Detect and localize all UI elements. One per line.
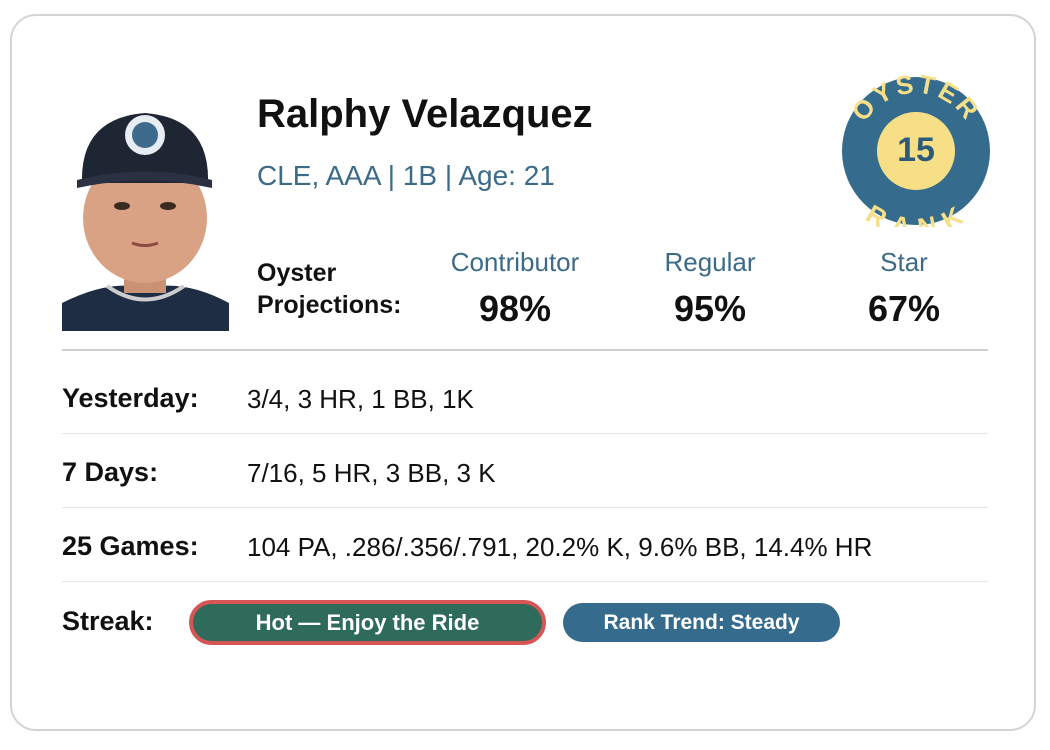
row-separator (62, 433, 988, 434)
rank-badge: OYSTER RANK 15 (842, 75, 990, 227)
player-info: CLE, AAA | 1B | Age: 21 (257, 160, 555, 191)
divider (62, 349, 988, 351)
stat-value: 3/4, 3 HR, 1 BB, 1K (247, 384, 474, 414)
player-photo (62, 108, 229, 331)
row-separator (62, 507, 988, 508)
projection: Regular 95% (600, 247, 820, 330)
hot-pill: Hot — Enjoy the Ride (189, 600, 546, 645)
projection: Contributor 98% (405, 247, 625, 330)
projection-value: 95% (673, 288, 747, 329)
stat-value: 104 PA, .286/.356/.791, 20.2% K, 9.6% BB… (247, 532, 873, 562)
trend-pill: Rank Trend: Steady (563, 603, 840, 642)
player-card (10, 14, 1036, 731)
projections-label: Oyster Projections: (257, 259, 402, 319)
projection-value: 98% (478, 288, 552, 329)
streak-label: Streak: (62, 606, 154, 636)
row-separator (62, 581, 988, 582)
badge-rank: 15 (897, 131, 935, 169)
projection-name: Contributor (450, 247, 580, 277)
projection-name: Regular (664, 247, 756, 277)
stat-label: 7 Days: (62, 457, 159, 487)
player-name: Ralphy Velazquez (257, 92, 593, 136)
projection: Star 67% (794, 247, 1014, 330)
projection-value: 67% (867, 288, 941, 329)
stat-label: 25 Games: (62, 531, 199, 561)
stat-label: Yesterday: (62, 383, 199, 413)
projection-name: Star (880, 247, 928, 277)
stat-value: 7/16, 5 HR, 3 BB, 3 K (247, 458, 496, 488)
